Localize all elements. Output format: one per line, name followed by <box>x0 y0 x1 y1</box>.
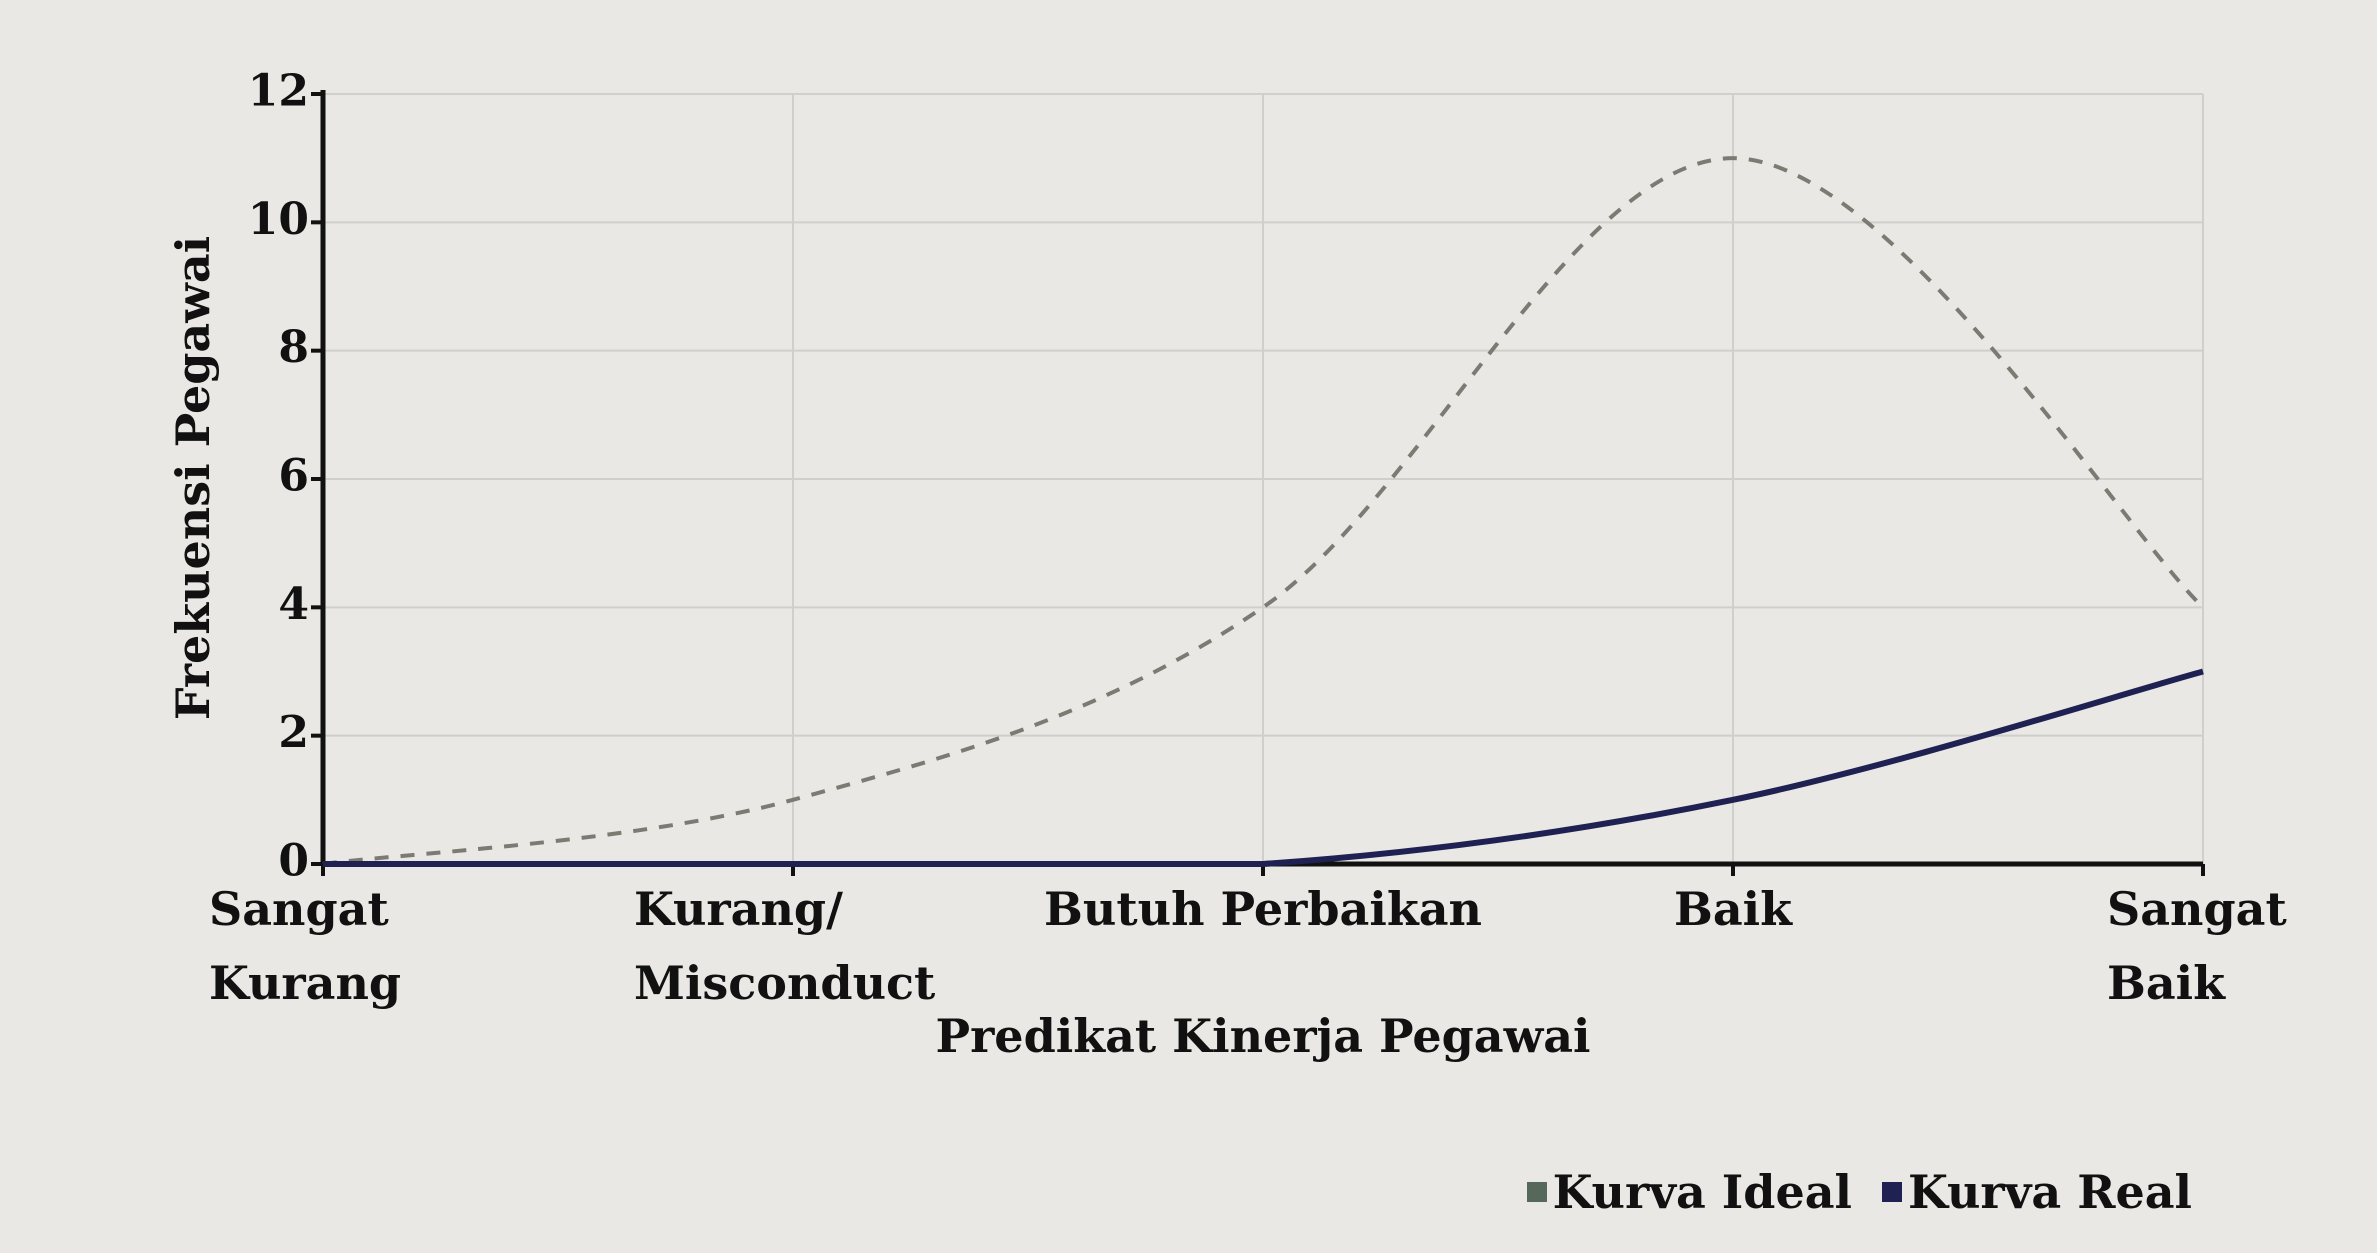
x-tick-label: Butuh Perbaikan <box>1044 882 1482 936</box>
x-axis-title: Predikat Kinerja Pegawai <box>935 1009 1590 1063</box>
x-tick-label: Sangat Kurang <box>209 882 402 1010</box>
x-tick-label: Sangat Baik <box>2107 882 2287 1010</box>
legend-item: Kurva Real <box>1882 1165 2192 1219</box>
y-tick-label: 6 <box>278 451 309 502</box>
y-tick-label: 0 <box>278 836 309 887</box>
legend-swatch <box>1526 1182 1547 1202</box>
x-tick-label: Kurang/ Misconduct <box>634 882 936 1010</box>
y-tick-label: 10 <box>248 194 309 245</box>
y-tick-label: 4 <box>278 579 309 630</box>
legend-item: Kurva Ideal <box>1526 1165 1853 1219</box>
y-axis-title: Frekuensi Pegawai <box>166 236 220 720</box>
legend-label: Kurva Real <box>1908 1165 2192 1219</box>
series-line <box>322 156 2205 866</box>
legend-swatch <box>1882 1182 1903 1202</box>
y-tick-label: 2 <box>278 707 309 758</box>
x-tick-label: Baik <box>1673 882 1793 936</box>
y-tick-label: 8 <box>278 322 309 373</box>
series-line <box>322 668 2204 868</box>
y-tick-label: 12 <box>248 66 309 117</box>
legend: Kurva Ideal Kurva Real <box>1526 1165 2192 1219</box>
legend-label: Kurva Ideal <box>1552 1165 1853 1219</box>
